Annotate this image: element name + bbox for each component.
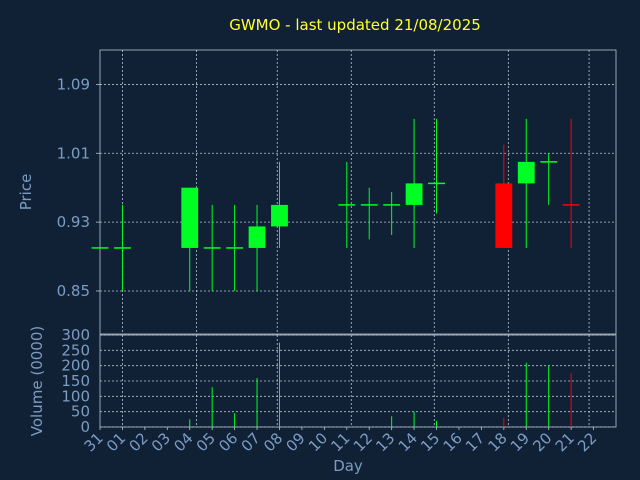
candle-body [383, 204, 401, 206]
candle-body [114, 247, 131, 249]
chart-title: GWMO - last updated 21/08/2025 [229, 16, 481, 34]
volume-y-tick-label: 150 [61, 372, 90, 390]
candle-body [360, 204, 378, 206]
price-plot-frame [99, 49, 617, 335]
candle-body [495, 183, 513, 248]
x-tick-label: 22 [574, 429, 600, 455]
volume-axis-label: Volume (0000) [28, 326, 46, 436]
candle-body [405, 183, 423, 205]
price-y-tick-label: 0.85 [57, 282, 90, 300]
candle-body [91, 247, 109, 249]
candle-body [226, 247, 244, 249]
volume-y-tick-label: 200 [61, 357, 90, 375]
price-y-tick-label: 1.01 [57, 144, 90, 162]
volume-y-tick-label: 300 [61, 326, 90, 344]
price-y-tick-label: 0.93 [57, 213, 90, 231]
candle-body [428, 182, 445, 185]
volume-y-tick-label: 100 [61, 387, 90, 405]
candle-body [248, 226, 266, 248]
x-axis: 3101020304050607080910111213141516171819… [81, 427, 600, 455]
candle-body [540, 161, 558, 163]
price-y-tick-label: 1.09 [57, 75, 90, 93]
volume-y-tick-label: 0 [80, 418, 90, 436]
volume-y-tick-label: 50 [71, 403, 90, 421]
x-axis-label: Day [333, 457, 363, 475]
candle-body [181, 187, 199, 248]
candle-body [271, 204, 288, 227]
volume-y-tick-label: 250 [61, 341, 90, 359]
candle-body [562, 204, 580, 206]
candle-body [338, 204, 356, 206]
candle-body [203, 247, 221, 249]
candle-body [517, 161, 535, 184]
price-panel: 0.85 0.93 1.01 1.09 [57, 49, 617, 335]
price-axis-label: Price [17, 174, 35, 211]
